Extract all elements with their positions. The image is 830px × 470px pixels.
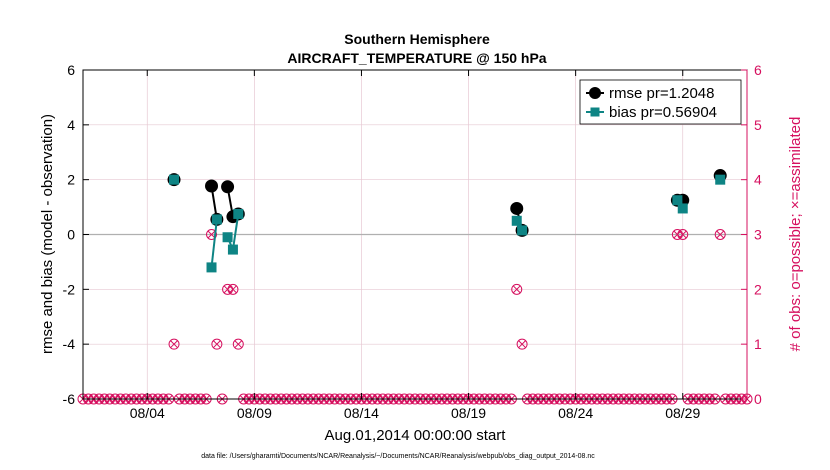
obs-possible-marker — [206, 229, 218, 240]
bias-point — [169, 174, 180, 185]
legend-rmse-label: rmse pr=1.2048 — [609, 85, 714, 102]
obs-assimilated-marker — [716, 230, 724, 239]
y-right-tick-label: 5 — [754, 117, 762, 133]
obs-assimilated-marker — [512, 285, 521, 294]
bias-point — [222, 232, 233, 243]
bias-point — [672, 195, 683, 206]
obs-count-point — [211, 338, 223, 350]
obs-possible-marker — [211, 338, 223, 350]
chart-subtitle: AIRCRAFT_TEMPERATURE @ 150 hPa — [287, 50, 546, 66]
y-right-tick-label: 1 — [754, 336, 762, 352]
bias-point — [211, 214, 222, 225]
legend-box — [579, 79, 742, 125]
y-tick-label: -6 — [63, 391, 76, 407]
bias-point — [511, 215, 522, 226]
legend-bias-label: bias pr=0.56904 — [609, 104, 717, 121]
obs-possible-marker — [232, 338, 244, 350]
x-tick-label: 08/19 — [451, 405, 486, 421]
chart-title: Southern Hemisphere — [344, 31, 490, 47]
y-tick-label: -4 — [63, 336, 76, 352]
obs-assimilated-marker — [229, 285, 237, 294]
x-tick-label: 08/09 — [237, 405, 272, 421]
rmse-point — [205, 179, 219, 193]
obs-assimilated-marker — [678, 230, 687, 239]
legend-rmse-marker — [589, 87, 601, 99]
obs-count-point — [227, 283, 239, 295]
y-tick-label: 2 — [67, 172, 75, 188]
obs-possible-marker — [714, 229, 726, 240]
bias-point — [677, 203, 688, 214]
obs-count-point — [516, 338, 528, 350]
obs-assimilated-marker — [170, 340, 178, 348]
y-right-tick-label: 6 — [754, 62, 762, 78]
obs-assimilated-marker — [207, 230, 216, 239]
legend: rmse pr=1.2048 bias pr=0.56904 — [579, 79, 742, 125]
bias-point — [233, 208, 244, 219]
bias-point — [517, 225, 528, 236]
y-axis-label-right: # of obs: o=possible; ×=assimilated — [787, 117, 804, 352]
obs-possible-marker — [516, 338, 528, 350]
obs-count-point — [511, 283, 523, 295]
obs-possible-marker — [677, 229, 689, 240]
y-right-tick-label: 2 — [754, 281, 762, 297]
obs-count-point — [168, 338, 180, 350]
obs-count-point — [714, 229, 726, 240]
y-axis-label-left: rmse and bias (model - observation) — [39, 114, 56, 354]
y-tick-label: 4 — [67, 117, 75, 133]
x-tick-label: 08/14 — [344, 405, 379, 421]
x-tick-label: 08/24 — [558, 405, 593, 421]
legend-bias-marker — [590, 107, 600, 117]
rmse-point — [510, 201, 524, 215]
obs-assimilated-marker — [234, 340, 243, 348]
obs-possible-marker — [168, 338, 180, 350]
x-axis: 08/04 08/09 08/14 08/19 08/24 08/29 — [130, 70, 700, 421]
obs-possible-marker — [227, 283, 239, 295]
x-axis-label: Aug.01,2014 00:00:00 start — [325, 427, 507, 444]
obs-count-point — [206, 229, 218, 240]
obs-count-point — [677, 229, 689, 240]
x-tick-label: 08/29 — [665, 405, 700, 421]
obs-assimilated-marker — [518, 340, 526, 348]
y-tick-label: -2 — [63, 281, 76, 297]
bias-line — [210, 219, 218, 268]
bias-point — [206, 262, 217, 273]
y-right-tick-label: 3 — [754, 227, 762, 243]
bias-point — [227, 244, 238, 255]
y-axis-right: 0 1 2 3 4 5 6 — [741, 62, 762, 407]
obs-count-point — [232, 338, 244, 350]
obs-count-markers — [77, 229, 753, 405]
y-tick-label: 0 — [67, 227, 75, 243]
x-tick-label: 08/04 — [130, 405, 165, 421]
y-axis-left: -6 -4 -2 0 2 4 6 — [63, 62, 89, 407]
rmse-point — [221, 180, 235, 194]
footer-data-file: data file: /Users/gharamti/Documents/NCA… — [201, 453, 595, 460]
y-right-tick-label: 4 — [754, 172, 762, 188]
y-right-tick-label: 0 — [754, 391, 762, 407]
obs-possible-marker — [511, 283, 523, 295]
y-tick-label: 6 — [67, 62, 75, 78]
series-lines — [167, 169, 727, 273]
obs-assimilated-marker — [213, 340, 221, 348]
bias-point — [715, 174, 726, 185]
